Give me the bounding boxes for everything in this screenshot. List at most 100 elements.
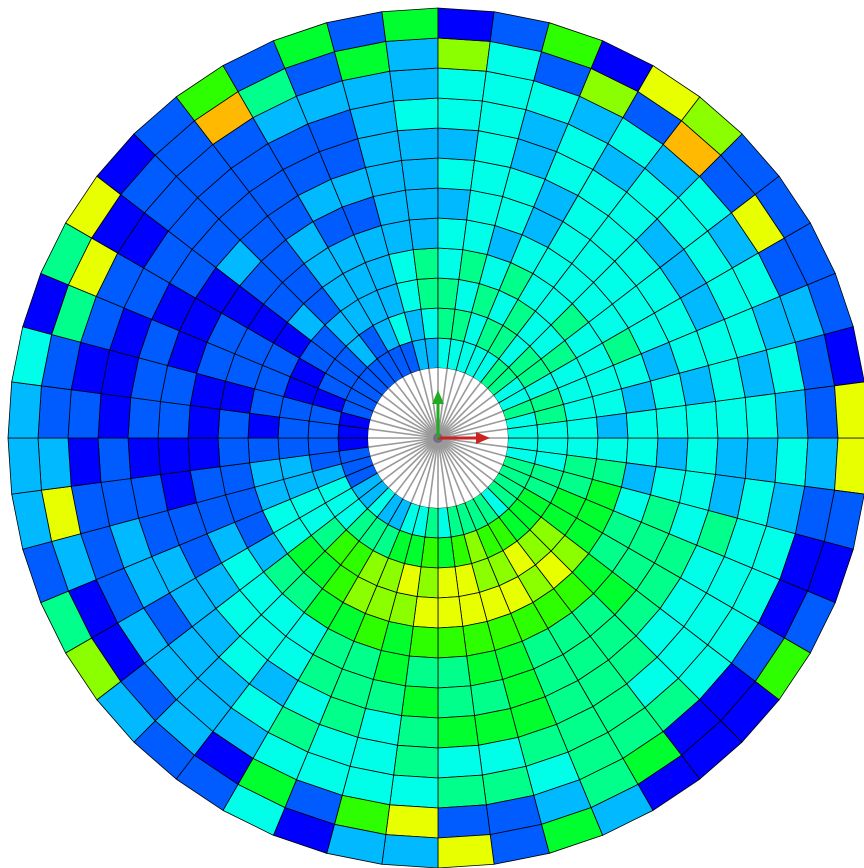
mesh-element[interactable]: [393, 744, 439, 779]
mesh-element[interactable]: [397, 715, 439, 749]
mesh-element[interactable]: [823, 326, 864, 387]
mesh-element[interactable]: [127, 437, 161, 479]
mesh-element[interactable]: [67, 437, 102, 487]
mesh-element[interactable]: [774, 389, 809, 439]
mesh-element[interactable]: [187, 404, 221, 439]
mesh-element[interactable]: [127, 397, 161, 439]
mesh-element[interactable]: [381, 7, 439, 42]
mesh-element[interactable]: [385, 37, 439, 72]
mesh-element[interactable]: [7, 437, 42, 495]
mesh-element[interactable]: [37, 437, 72, 491]
spoke-line: [382, 394, 439, 439]
mesh-element[interactable]: [277, 437, 310, 460]
mesh-element[interactable]: [685, 437, 719, 475]
spoke-line: [437, 402, 500, 439]
mesh-element[interactable]: [437, 127, 479, 161]
mesh-element[interactable]: [655, 437, 689, 472]
mesh-element[interactable]: [401, 685, 439, 719]
mesh-element[interactable]: [437, 187, 472, 221]
mesh-element[interactable]: [437, 97, 483, 132]
mesh-element[interactable]: [437, 774, 487, 809]
mesh-element[interactable]: [408, 625, 439, 659]
mesh-element[interactable]: [404, 187, 439, 221]
spoke-line: [419, 437, 439, 506]
mesh-element[interactable]: [744, 393, 779, 439]
mesh-element[interactable]: [385, 804, 439, 839]
mesh-element[interactable]: [157, 401, 191, 439]
mesh-element[interactable]: [7, 381, 42, 439]
mesh-element[interactable]: [774, 437, 809, 487]
mesh-element[interactable]: [437, 804, 491, 839]
mesh-element[interactable]: [393, 97, 439, 132]
mesh-element[interactable]: [625, 437, 659, 468]
mesh-element[interactable]: [744, 437, 779, 483]
mesh-element[interactable]: [97, 437, 132, 483]
mesh-element[interactable]: [437, 67, 487, 102]
mesh-element[interactable]: [437, 685, 475, 719]
spoke-line: [372, 410, 439, 439]
mesh-element[interactable]: [437, 247, 464, 280]
mesh-element[interactable]: [416, 277, 439, 310]
mesh-element[interactable]: [97, 393, 132, 439]
mesh-element[interactable]: [408, 217, 439, 251]
mesh-element[interactable]: [381, 834, 439, 868]
annular-mesh[interactable]: [7, 7, 864, 868]
spoke-line: [437, 437, 494, 482]
mesh-element[interactable]: [625, 408, 659, 439]
mesh-element[interactable]: [37, 385, 72, 439]
spoke-line: [437, 437, 506, 457]
mesh-element[interactable]: [412, 247, 439, 280]
spoke-line: [428, 437, 439, 508]
mesh-element[interactable]: [397, 127, 439, 161]
mesh-element[interactable]: [596, 412, 629, 439]
mesh-element[interactable]: [804, 437, 839, 491]
mesh-element[interactable]: [412, 596, 439, 629]
mesh-element[interactable]: [157, 437, 191, 475]
mesh-element[interactable]: [187, 437, 221, 472]
mesh-element[interactable]: [67, 389, 102, 439]
mesh-element[interactable]: [437, 715, 479, 749]
spoke-line: [376, 437, 439, 474]
spoke-line: [437, 372, 466, 439]
spoke-line: [437, 437, 508, 448]
mesh-element[interactable]: [437, 157, 475, 191]
mesh-element[interactable]: [217, 437, 251, 468]
mesh-element[interactable]: [437, 566, 460, 599]
spoke-line: [394, 382, 439, 439]
mesh-element[interactable]: [401, 157, 439, 191]
mesh-element[interactable]: [596, 437, 629, 464]
mesh-element[interactable]: [389, 774, 439, 809]
spoke-line: [394, 437, 439, 494]
mesh-element[interactable]: [655, 404, 689, 439]
mesh-element[interactable]: [804, 385, 839, 439]
spoke-line: [437, 394, 494, 439]
mesh-element[interactable]: [247, 412, 280, 439]
mesh-element[interactable]: [566, 416, 599, 439]
mesh-element[interactable]: [685, 401, 719, 439]
mesh-element[interactable]: [437, 625, 468, 659]
spoke-line: [437, 437, 466, 504]
spoke-line: [437, 437, 474, 500]
mesh-element[interactable]: [715, 437, 749, 479]
mesh-element[interactable]: [437, 834, 495, 868]
mesh-element[interactable]: [389, 67, 439, 102]
spoke-line: [437, 419, 506, 439]
mesh-element[interactable]: [217, 408, 251, 439]
mesh-element[interactable]: [437, 596, 464, 629]
mesh-element[interactable]: [404, 655, 439, 689]
spoke-line: [410, 437, 439, 504]
spoke-line: [402, 376, 439, 439]
mesh-element[interactable]: [437, 655, 472, 689]
mesh-element[interactable]: [715, 397, 749, 439]
spoke-line: [370, 437, 439, 457]
mesh-element[interactable]: [437, 37, 491, 72]
mesh-element[interactable]: [247, 437, 280, 464]
mesh-element[interactable]: [437, 217, 468, 251]
mesh-element[interactable]: [437, 7, 495, 42]
mesh-element[interactable]: [834, 381, 864, 439]
mesh-element[interactable]: [834, 437, 864, 495]
spoke-line: [372, 437, 439, 466]
mesh-element[interactable]: [437, 744, 483, 779]
